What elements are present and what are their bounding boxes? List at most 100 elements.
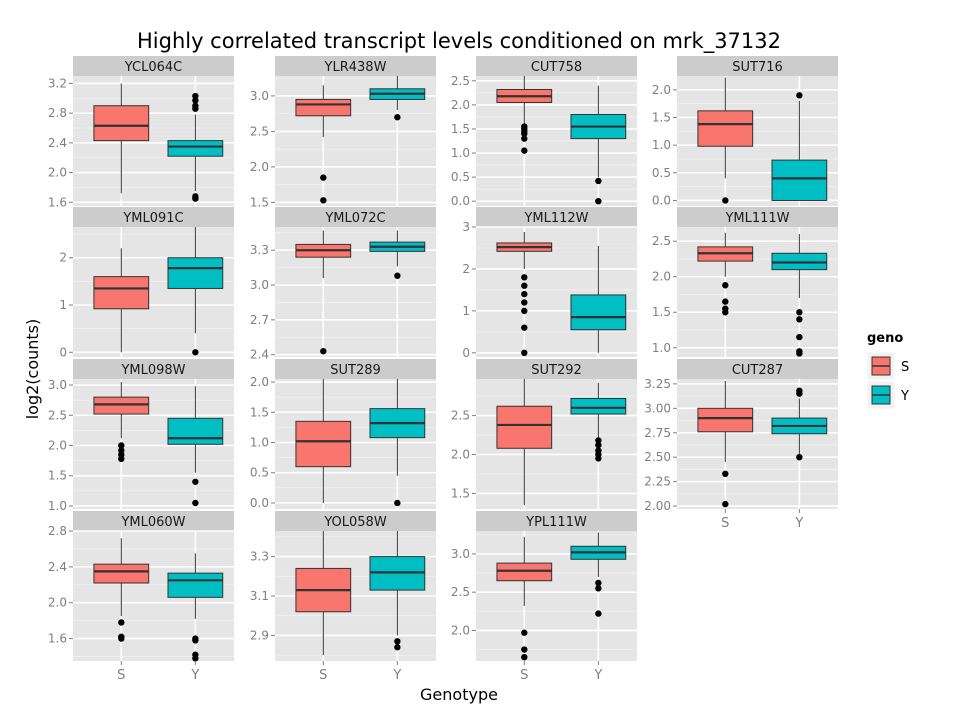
box-yml111w-y bbox=[771, 234, 828, 357]
y-tick-label: 0.5 bbox=[652, 166, 671, 180]
outlier-point bbox=[521, 135, 528, 142]
box-sut716-s bbox=[697, 77, 754, 204]
box-body bbox=[295, 98, 352, 117]
y-tick-label: 2.8 bbox=[48, 106, 67, 120]
box-body bbox=[93, 105, 150, 142]
x-tick-label: S bbox=[117, 668, 125, 683]
outlier-point bbox=[521, 646, 528, 653]
y-tick-label: 1.5 bbox=[652, 110, 671, 124]
outlier-point bbox=[796, 316, 803, 323]
y-tick-label: 0.0 bbox=[652, 193, 671, 207]
strip-yml112w bbox=[476, 207, 637, 227]
y-tick-label: 3.25 bbox=[644, 377, 671, 391]
x-tick-label: S bbox=[319, 668, 327, 683]
box-body bbox=[295, 420, 352, 468]
outlier-point bbox=[521, 629, 528, 636]
y-tick-label: 2.5 bbox=[451, 585, 470, 599]
panel-yml112w: YML112W 0 1 2 3 bbox=[462, 207, 637, 360]
box-yml112w-s bbox=[496, 232, 553, 357]
y-tick-label: 3.1 bbox=[250, 589, 269, 603]
strip-label-ylr438w: YLR438W bbox=[324, 60, 387, 75]
box-yml060w-s bbox=[93, 538, 150, 642]
y-axis-title: log2(counts) bbox=[23, 319, 42, 420]
strip-sut716 bbox=[677, 56, 838, 76]
outlier-point bbox=[118, 619, 125, 626]
outlier-point bbox=[118, 447, 125, 454]
outlier-point bbox=[521, 307, 528, 315]
y-tick-label: 2.0 bbox=[451, 98, 470, 112]
panel-sut292: SUT292 1.5 2.0 2.5 bbox=[451, 359, 637, 509]
outlier-point bbox=[521, 274, 528, 281]
box-sut289-s bbox=[295, 379, 352, 503]
panel-yol058w: YOL058W 2.9 3.1 3.3 S Y bbox=[250, 511, 436, 683]
outlier-point bbox=[595, 579, 602, 587]
panel-ypl111w: YPL111W 2.0 2.5 3.0 S Y bbox=[451, 511, 637, 683]
strip-label-yml111w: YML111W bbox=[724, 211, 789, 226]
strip-ylr438w bbox=[275, 56, 436, 76]
y-tick-label: 3.3 bbox=[250, 243, 269, 257]
box-yml091c-y bbox=[167, 227, 224, 356]
x-tick-label: Y bbox=[593, 668, 602, 683]
outlier-point bbox=[118, 633, 125, 640]
panel-yml060w: YML060W 1.6 2.0 2.4 2.8 S Y bbox=[48, 511, 234, 683]
strip-label-sut292: SUT292 bbox=[531, 363, 582, 378]
outlier-point bbox=[394, 499, 401, 507]
box-ylr438w-s bbox=[295, 85, 352, 204]
facet-panels: YCL064C 1.6 2.0 2.4 2.8 3.2 YLR438W 1.5 2.0 2.5 3.… bbox=[48, 56, 838, 683]
outlier-point bbox=[521, 282, 528, 289]
box-sut716-y bbox=[771, 92, 828, 201]
panel-cut758: CUT758 0.0 0.5 1.0 1.5 2.0 2.5 bbox=[451, 56, 637, 208]
box-sut292-s bbox=[496, 379, 553, 506]
y-tick-label: 2.0 bbox=[652, 270, 671, 284]
x-axis-title: Genotype bbox=[420, 685, 498, 704]
box-body bbox=[697, 407, 754, 433]
y-tick-label: 1.5 bbox=[250, 195, 269, 209]
y-tick-label: 0.5 bbox=[451, 170, 470, 184]
outlier-point bbox=[320, 197, 327, 204]
outlier-point bbox=[796, 333, 803, 341]
strip-label-yol058w: YOL058W bbox=[323, 515, 387, 530]
chart-title: Highly correlated transcript levels cond… bbox=[137, 29, 781, 54]
box-body bbox=[570, 294, 627, 331]
box-yml091c-s bbox=[93, 248, 150, 353]
y-tick-label: 2.50 bbox=[644, 450, 671, 464]
panel-cut287: CUT287 2.00 2.25 2.50 2.75 3.00 3.25 S Y bbox=[644, 359, 838, 531]
y-tick-label: 2 bbox=[462, 262, 470, 276]
y-tick-label: 2.9 bbox=[250, 628, 269, 642]
y-tick-label: 3 bbox=[462, 220, 470, 234]
strip-label-yml060w: YML060W bbox=[120, 515, 185, 530]
box-cut758-s bbox=[496, 76, 553, 154]
outlier-point bbox=[118, 442, 125, 449]
y-tick-label: 2.25 bbox=[644, 475, 671, 489]
panel-sut716: SUT716 0.0 0.5 1.0 1.5 2.0 bbox=[652, 56, 838, 207]
strip-label-ypl111w: YPL111W bbox=[525, 515, 587, 530]
outlier-point bbox=[722, 197, 729, 204]
outlier-point bbox=[320, 174, 327, 181]
y-tick-label: 3.0 bbox=[451, 547, 470, 561]
outlier-point bbox=[192, 97, 199, 104]
outlier-point bbox=[722, 305, 729, 312]
y-tick-label: 2.75 bbox=[644, 426, 671, 440]
y-tick-label: 0 bbox=[462, 346, 470, 360]
box-sut292-y bbox=[570, 382, 627, 462]
box-yml072c-s bbox=[295, 230, 352, 355]
box-body bbox=[167, 417, 224, 445]
y-tick-label: 2.7 bbox=[250, 313, 269, 327]
legend-label: S bbox=[901, 360, 909, 375]
panel-sut289: SUT289 0.0 0.5 1.0 1.5 2.0 bbox=[250, 359, 436, 510]
y-tick-label: 3.0 bbox=[250, 89, 269, 103]
outlier-point bbox=[796, 309, 803, 316]
outlier-point bbox=[796, 348, 803, 355]
legend: geno SY bbox=[866, 331, 909, 410]
box-body bbox=[167, 257, 224, 289]
y-tick-label: 3.2 bbox=[48, 76, 67, 90]
y-tick-label: 0.0 bbox=[451, 194, 470, 208]
box-yml060w-y bbox=[167, 553, 224, 662]
box-body bbox=[697, 110, 754, 147]
box-cut758-y bbox=[570, 85, 627, 205]
y-tick-label: 1.0 bbox=[48, 499, 67, 513]
y-tick-label: 2.4 bbox=[48, 560, 67, 574]
strip-label-yml072c: YML072C bbox=[324, 211, 385, 226]
box-yml072c-y bbox=[369, 230, 426, 279]
